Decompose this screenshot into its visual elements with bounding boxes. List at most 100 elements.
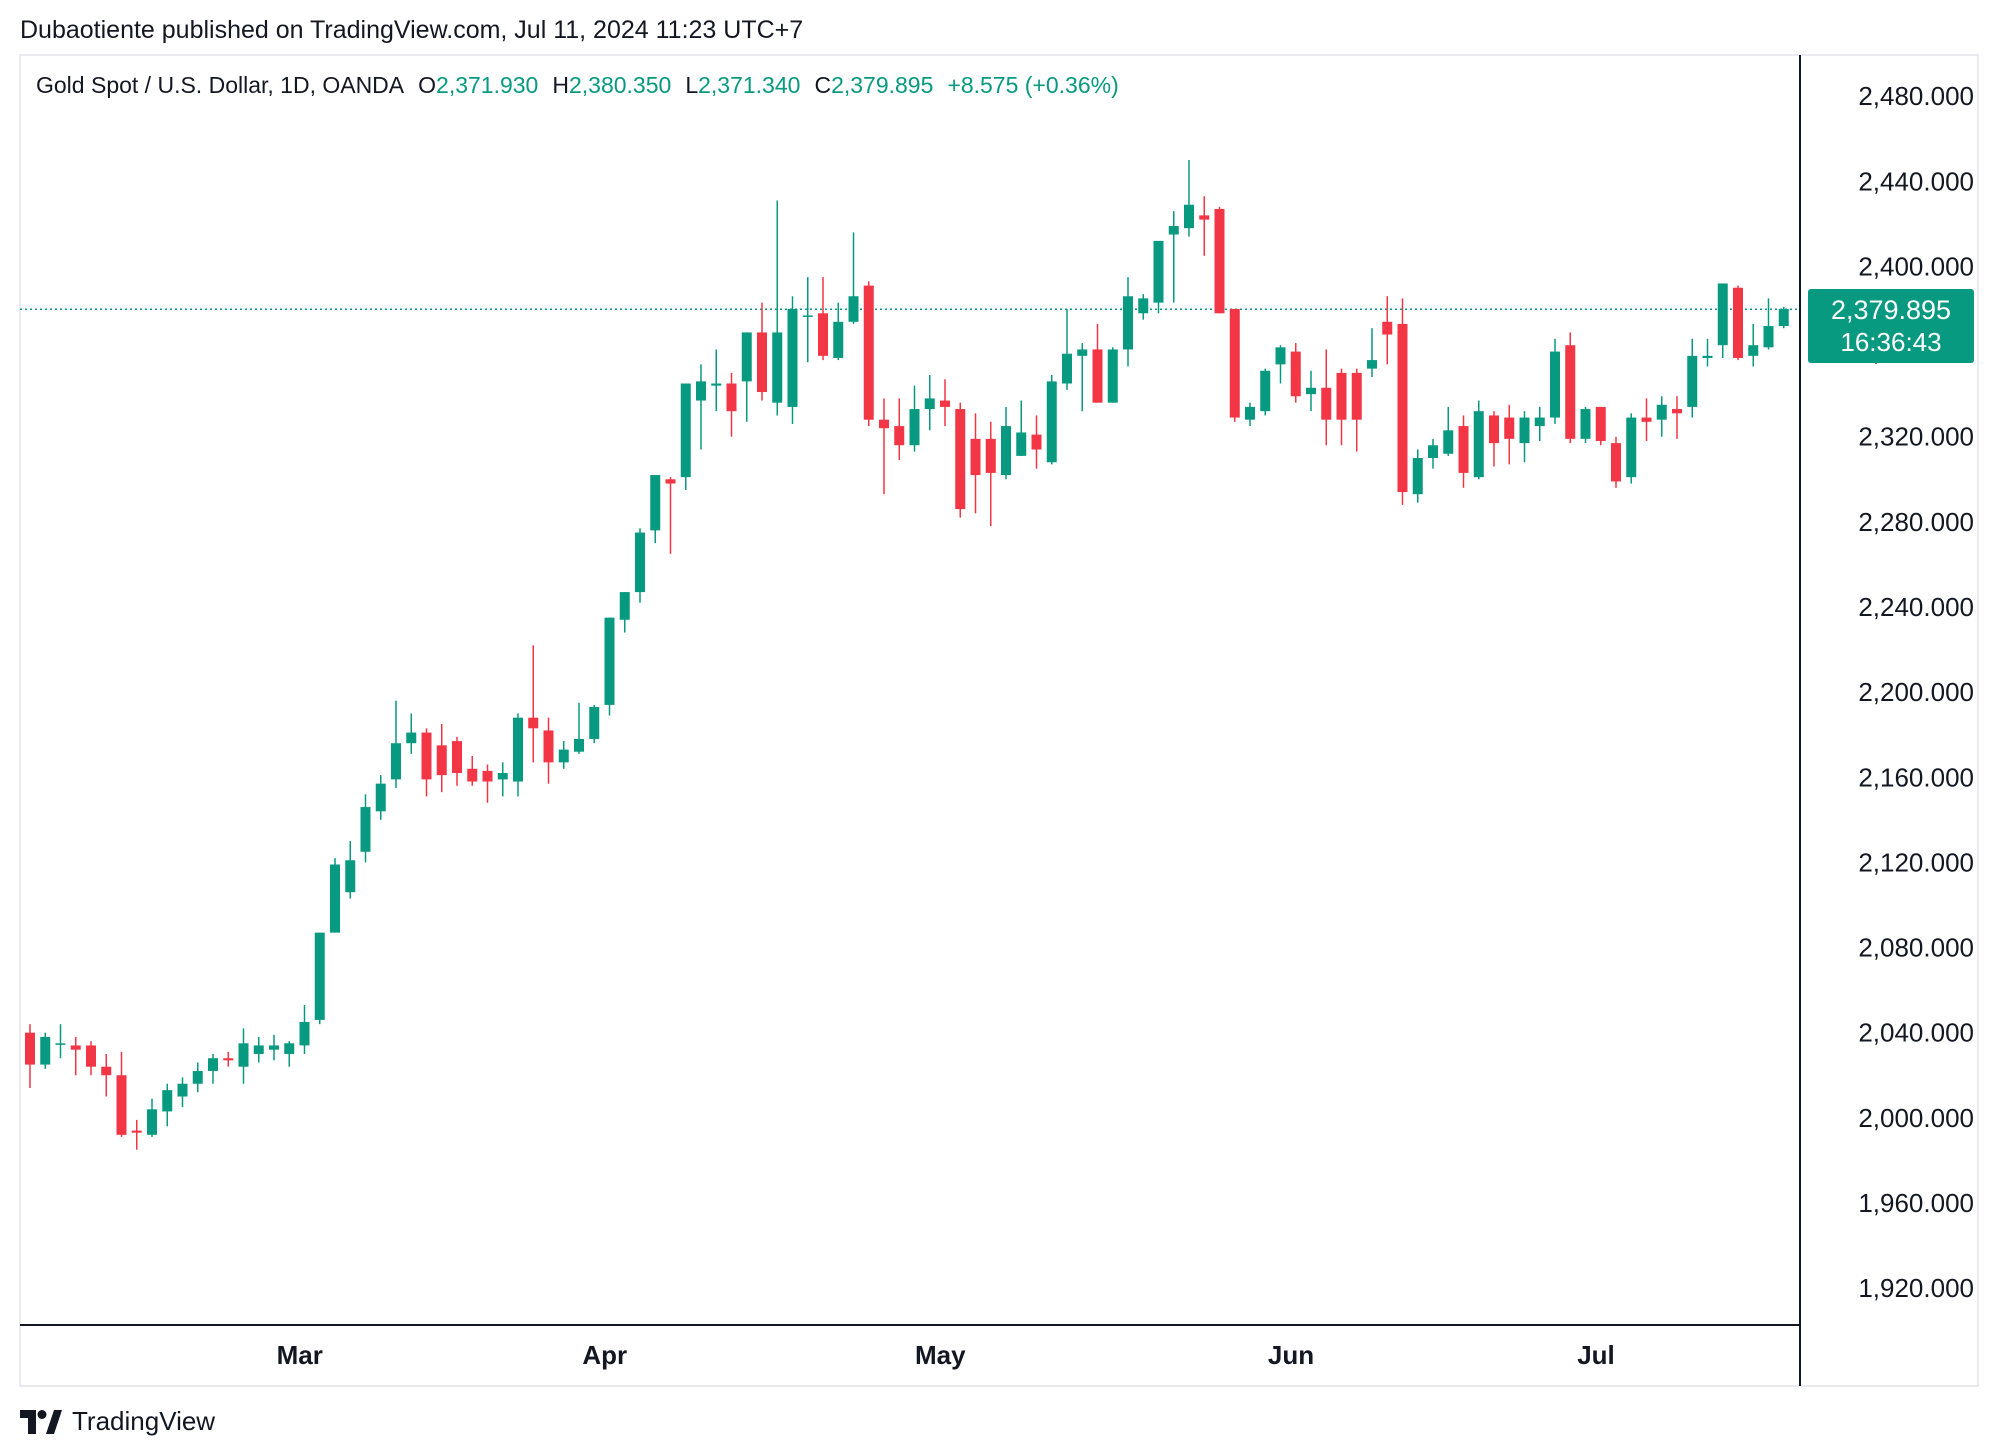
candle[interactable] (1016, 400, 1027, 456)
candle[interactable] (1260, 368, 1271, 416)
candle[interactable] (1199, 196, 1210, 256)
candle[interactable] (863, 281, 874, 427)
candle[interactable] (162, 1083, 173, 1127)
candle[interactable] (1641, 398, 1652, 441)
candle[interactable] (635, 528, 645, 603)
candle[interactable] (924, 375, 935, 431)
candle[interactable] (1580, 406, 1591, 444)
candle[interactable] (1702, 338, 1713, 367)
candle[interactable] (589, 704, 600, 744)
candle[interactable] (1626, 413, 1637, 484)
candle[interactable] (574, 702, 584, 754)
candle[interactable] (1412, 449, 1423, 503)
candle[interactable] (436, 724, 447, 793)
candle[interactable] (223, 1051, 234, 1067)
candle[interactable] (345, 841, 356, 899)
candle[interactable] (1550, 338, 1560, 424)
candle[interactable] (1656, 396, 1667, 437)
candle[interactable] (1214, 206, 1225, 314)
candle[interactable] (192, 1062, 203, 1093)
candle[interactable] (1107, 347, 1118, 403)
candle[interactable] (314, 932, 325, 1025)
candle[interactable] (360, 794, 371, 863)
candle[interactable] (238, 1028, 249, 1084)
candle[interactable] (726, 372, 737, 437)
candle[interactable] (528, 645, 539, 763)
candle[interactable] (1504, 404, 1515, 465)
candle[interactable] (269, 1034, 279, 1061)
candle[interactable] (284, 1041, 295, 1067)
candle[interactable] (1534, 406, 1545, 441)
candle[interactable] (1290, 343, 1301, 403)
candle[interactable] (1367, 328, 1377, 378)
candle[interactable] (1062, 309, 1072, 390)
candle[interactable] (1473, 400, 1484, 480)
candle[interactable] (1748, 323, 1759, 367)
candle[interactable] (1077, 343, 1088, 412)
candle[interactable] (1519, 411, 1530, 463)
candle[interactable] (833, 302, 844, 361)
candle[interactable] (802, 277, 813, 363)
candle[interactable] (299, 1005, 310, 1054)
candle[interactable] (177, 1077, 188, 1108)
candle[interactable] (1382, 296, 1393, 365)
candle[interactable] (1595, 406, 1606, 446)
candle[interactable] (1733, 285, 1743, 361)
candle[interactable] (421, 728, 432, 797)
candle[interactable] (1153, 240, 1164, 314)
candle[interactable] (757, 302, 767, 401)
candle[interactable] (848, 232, 859, 324)
candle[interactable] (1321, 349, 1332, 446)
candle[interactable] (1611, 436, 1621, 488)
candle[interactable] (558, 741, 569, 769)
candle[interactable] (1092, 323, 1103, 403)
candle[interactable] (711, 349, 722, 412)
candle[interactable] (894, 398, 905, 461)
candle[interactable] (1001, 406, 1011, 480)
candle[interactable] (1351, 368, 1362, 452)
candle[interactable] (101, 1053, 112, 1097)
candle[interactable] (1687, 338, 1698, 418)
candle[interactable] (253, 1036, 264, 1063)
candle[interactable] (1138, 294, 1149, 320)
candle[interactable] (604, 617, 615, 716)
candle[interactable] (147, 1098, 157, 1137)
candle[interactable] (131, 1119, 142, 1150)
candle[interactable] (86, 1041, 96, 1076)
candle[interactable] (406, 713, 417, 754)
candle[interactable] (665, 477, 676, 554)
candle[interactable] (970, 413, 981, 514)
candle[interactable] (772, 200, 783, 416)
candle[interactable] (330, 858, 340, 933)
candle[interactable] (116, 1051, 127, 1137)
candle[interactable] (55, 1024, 66, 1059)
candle[interactable] (40, 1032, 51, 1069)
candle[interactable] (208, 1053, 218, 1084)
candle[interactable] (1489, 411, 1499, 467)
candle[interactable] (1123, 277, 1133, 367)
candle[interactable] (1336, 368, 1347, 446)
candle[interactable] (680, 383, 691, 490)
candle[interactable] (1443, 406, 1454, 456)
candle[interactable] (1717, 283, 1728, 358)
candle[interactable] (1229, 309, 1240, 422)
candle[interactable] (787, 296, 798, 424)
candle[interactable] (1046, 375, 1057, 465)
candle[interactable] (1428, 438, 1438, 469)
candle[interactable] (1184, 160, 1194, 237)
candle[interactable] (619, 592, 630, 633)
candle[interactable] (375, 775, 386, 820)
candle[interactable] (482, 764, 493, 803)
candle[interactable] (1778, 306, 1789, 329)
candle[interactable] (497, 762, 508, 797)
candle[interactable] (1031, 415, 1042, 469)
candle[interactable] (70, 1036, 81, 1076)
candle[interactable] (1168, 211, 1179, 303)
candle[interactable] (650, 475, 661, 544)
candle[interactable] (1458, 415, 1469, 488)
candle[interactable] (879, 398, 889, 495)
candle[interactable] (467, 755, 478, 786)
candle[interactable] (1763, 298, 1774, 350)
candle[interactable] (1275, 345, 1286, 384)
